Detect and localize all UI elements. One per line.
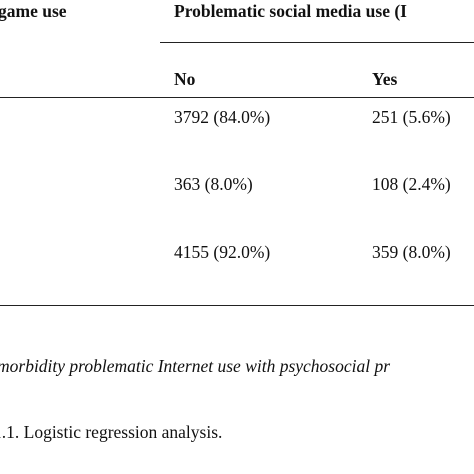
rule <box>0 305 474 306</box>
table-cell: 108 (2.4%) <box>372 174 451 194</box>
table-cell: 251 (5.6%) <box>372 107 451 127</box>
header-group: Problematic social media use (I <box>174 1 407 21</box>
rule <box>160 42 474 43</box>
rule <box>0 97 474 98</box>
table-cell: 3792 (84.0%) <box>174 107 271 127</box>
column-header: No <box>174 69 196 89</box>
column-header: Yes <box>372 69 398 89</box>
table-cell: 363 (8.0%) <box>174 174 253 194</box>
caption: morbidity problematic Internet use with … <box>0 356 391 376</box>
header-left: game use <box>0 1 67 21</box>
table-cell: 359 (8.0%) <box>372 242 451 262</box>
section-heading: 1.1. Logistic regression analysis. <box>0 422 223 442</box>
table-cell: 4155 (92.0%) <box>174 242 271 262</box>
